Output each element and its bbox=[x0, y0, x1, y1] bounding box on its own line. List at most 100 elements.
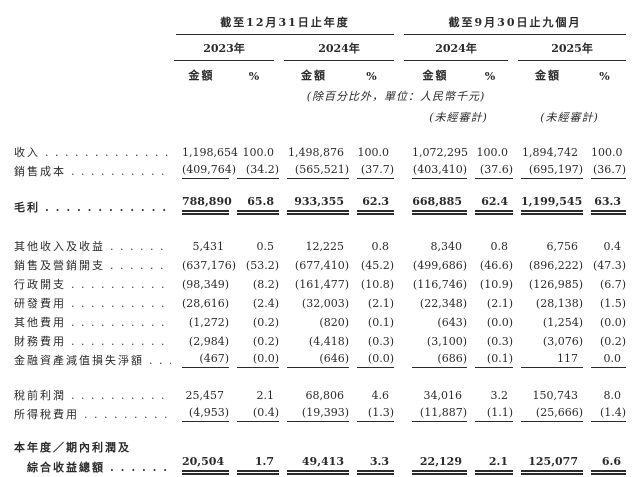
amount-cell: (32,003) bbox=[301, 297, 349, 310]
amount-cell: 125,077 bbox=[513, 455, 583, 475]
percent-header: % bbox=[484, 70, 496, 83]
table-row: 所得稅費用(4,953)(0.4)(19,393)(1.3)(11,887)(1… bbox=[14, 403, 627, 422]
amount-cell: (409,764) bbox=[174, 160, 236, 179]
period-group-annual-title: 截至12月31日止年度 bbox=[176, 12, 394, 35]
percent-cell: 8.0 bbox=[603, 389, 622, 402]
amount-cell: 12,225 bbox=[305, 240, 345, 253]
unit-note: (除百分比外，單位：人民幣千元) bbox=[306, 90, 486, 103]
percent-cell: 62.4 bbox=[467, 195, 513, 215]
percent-cell: (0.4) bbox=[229, 403, 279, 422]
percent-cell: 0.8 bbox=[490, 240, 509, 253]
percent-cell: 100.0 bbox=[591, 146, 623, 159]
percent-cell: (37.6) bbox=[467, 160, 513, 179]
amount-cell: 788,890 bbox=[174, 195, 232, 215]
percent-cell: (1.3) bbox=[349, 403, 394, 422]
group-gap bbox=[394, 330, 404, 349]
percent-cell: 3.3 bbox=[349, 455, 394, 475]
percent-header: % bbox=[248, 70, 260, 83]
percent-cell: 3.2 bbox=[490, 389, 509, 402]
group-gap bbox=[394, 12, 404, 35]
row-label: 其他費用 bbox=[14, 316, 66, 329]
percent-cell: 0.8 bbox=[371, 240, 390, 253]
percent-cell: 100.0 bbox=[476, 146, 509, 159]
dot-leader bbox=[71, 165, 171, 178]
percent-cell: (53.2) bbox=[245, 259, 279, 272]
row-label: 毛利 bbox=[14, 201, 40, 214]
amount-cell: 117 bbox=[513, 349, 583, 368]
amount-cell: (499,686) bbox=[412, 259, 467, 272]
percent-cell: (0.0) bbox=[486, 316, 513, 329]
dot-leader bbox=[45, 201, 171, 214]
amount-cell: 150,743 bbox=[532, 389, 579, 402]
amount-cell: (646) bbox=[279, 349, 349, 368]
row-label-cell: 行政開支 bbox=[14, 273, 174, 292]
year-2023: 2023年 bbox=[174, 35, 279, 61]
percent-cell: (0.1) bbox=[467, 349, 513, 368]
percent-cell: (0.0) bbox=[349, 349, 394, 368]
table-row: 本年度／期內利潤及 bbox=[14, 436, 626, 455]
percent-cell: 63.3 bbox=[583, 195, 627, 215]
dot-leader bbox=[71, 335, 171, 348]
amount-cell bbox=[279, 436, 349, 455]
percent-cell: 100.0 bbox=[357, 146, 390, 159]
amount-cell: (28,138) bbox=[535, 297, 583, 310]
period-group-ninemonth-title: 截至9月30日止九個月 bbox=[404, 12, 627, 35]
group-gap bbox=[394, 403, 404, 422]
row-label-cell: 金融資產減值損失淨額 bbox=[14, 349, 174, 368]
row-label: 財務費用 bbox=[14, 335, 66, 348]
row-label-cell: 財務費用 bbox=[14, 330, 174, 349]
dot-leader bbox=[110, 461, 171, 474]
unaudited-row: (未經審計) (未經審計) bbox=[14, 104, 626, 127]
amount-header: 金額 bbox=[422, 69, 449, 82]
percent-cell: 0.4 bbox=[603, 240, 622, 253]
table-row: 財務費用 (2,984) (0.2) (4,418) (0.3) (3,100) (0.3)… bbox=[14, 330, 626, 349]
percent-cell bbox=[467, 436, 513, 455]
row-label: 研發費用 bbox=[14, 297, 66, 310]
amount-cell: (3,100) bbox=[426, 335, 467, 348]
unit-note-row: (除百分比外，單位：人民幣千元) bbox=[14, 85, 626, 104]
percent-cell: (10.9) bbox=[479, 278, 513, 291]
percent-cell: (0.2) bbox=[252, 335, 279, 348]
table-row: 稅前利潤 25,457 2.1 68,806 4.6 34,016 3.2 150,743 8.… bbox=[14, 384, 626, 403]
group-gap bbox=[394, 195, 404, 215]
row-label-cell: 銷售及營銷開支 bbox=[14, 254, 174, 273]
year-2024-ninemonth: 2024年 bbox=[404, 35, 513, 61]
dot-leader bbox=[45, 146, 171, 159]
header-spacer bbox=[14, 61, 174, 85]
percent-cell: 0.0 bbox=[583, 349, 627, 368]
section-spacer bbox=[14, 422, 626, 436]
row-label-cell: 收入 bbox=[14, 141, 174, 160]
table-row: 研發費用 (28,616) (2.4) (32,003) (2.1) (22,348) (2… bbox=[14, 292, 626, 311]
row-label: 所得稅費用 bbox=[14, 408, 79, 421]
amount-cell: (677,410) bbox=[294, 259, 349, 272]
amount-cell: (116,746) bbox=[412, 278, 467, 291]
period-group-row: 截至12月31日止年度 截至9月30日止九個月 bbox=[14, 12, 627, 35]
amount-cell: (820) bbox=[319, 316, 349, 329]
amount-cell: 1,198,654 bbox=[182, 146, 238, 159]
group-gap bbox=[394, 292, 404, 311]
row-label-cell: 研發費用 bbox=[14, 292, 174, 311]
row-label-cell: 其他收入及收益 bbox=[14, 235, 174, 254]
year-2024-annual: 2024年 bbox=[279, 35, 394, 61]
amount-cell: 22,129 bbox=[404, 455, 467, 475]
row-label-cell: 本年度／期內利潤及 bbox=[14, 436, 174, 455]
percent-cell: (2.1) bbox=[486, 297, 513, 310]
section-spacer bbox=[14, 179, 626, 195]
row-label-cell: 毛利 bbox=[14, 195, 174, 215]
table-row: 銷售及營銷開支 (637,176) (53.2) (677,410) (45.2) (49… bbox=[14, 254, 626, 273]
row-label: 本年度／期內利潤及 bbox=[14, 441, 131, 454]
table-row: 行政開支 (98,349) (8.2) (161,477) (10.8) (116,746… bbox=[14, 273, 626, 292]
amount-cell: 25,457 bbox=[185, 389, 225, 402]
amount-cell: 8,340 bbox=[430, 240, 463, 253]
group-gap bbox=[394, 349, 404, 368]
table-row: 其他費用 (1,272) (0.2) (820) (0.1) (643) (0.0) (1,2… bbox=[14, 311, 626, 330]
section-spacer bbox=[14, 215, 626, 235]
percent-cell: (10.8) bbox=[360, 278, 394, 291]
percent-cell: 65.8 bbox=[229, 195, 279, 215]
amount-cell bbox=[174, 436, 229, 455]
amount-percent-row: 金額 % 金額 % 金額 % 金額 % bbox=[14, 61, 626, 85]
amount-cell: 49,413 bbox=[279, 455, 349, 475]
amount-cell: (19,393) bbox=[279, 403, 349, 422]
